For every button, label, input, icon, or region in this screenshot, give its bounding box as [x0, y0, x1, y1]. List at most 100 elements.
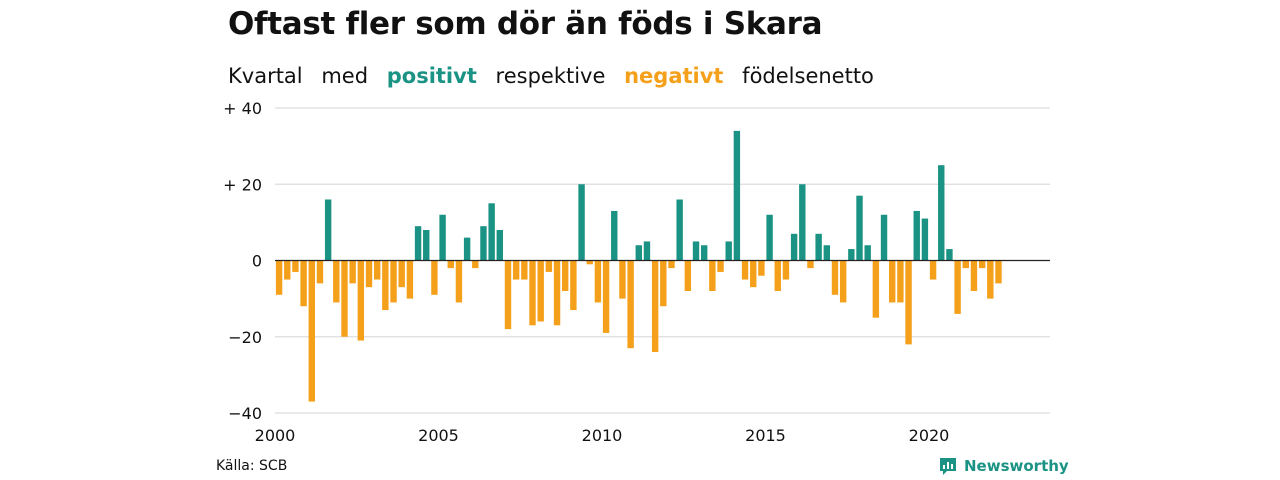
bar — [562, 260, 569, 291]
bar — [848, 249, 855, 261]
bar — [692, 241, 700, 261]
bar — [929, 260, 937, 280]
bar — [709, 260, 716, 291]
bar — [872, 260, 880, 318]
bar — [741, 260, 749, 280]
bar — [349, 260, 356, 284]
bar — [717, 260, 724, 272]
bar — [619, 260, 626, 299]
bar — [970, 260, 978, 291]
bar — [880, 214, 888, 261]
bar — [799, 184, 806, 261]
bar — [455, 260, 463, 303]
subtitle-word: födelsenetto — [742, 64, 874, 88]
bar — [382, 260, 389, 311]
bar — [488, 203, 495, 261]
brand-name: Newsworthy — [964, 457, 1069, 475]
bar — [995, 260, 1002, 284]
bar — [463, 237, 471, 261]
y-tick-label: 0 — [252, 252, 262, 271]
bar — [512, 260, 520, 280]
newsworthy-logo-icon — [940, 458, 956, 475]
bar — [856, 195, 863, 261]
bar — [774, 260, 781, 291]
bar — [373, 260, 381, 280]
bar — [725, 241, 732, 261]
bar — [316, 260, 324, 284]
bar — [978, 260, 986, 269]
bar — [700, 245, 708, 261]
bar — [921, 218, 929, 261]
subtitle-negative-label: negativt — [624, 64, 724, 88]
x-tick-label: 2015 — [745, 426, 786, 445]
bar — [390, 260, 397, 303]
x-tick-label: 2005 — [418, 426, 459, 445]
bar — [545, 260, 553, 272]
bar — [496, 230, 504, 261]
bar — [889, 260, 896, 303]
bar — [292, 260, 299, 272]
bar — [602, 260, 610, 333]
bar — [807, 260, 814, 269]
bar — [284, 260, 291, 280]
bar — [643, 241, 651, 261]
bar — [439, 214, 446, 261]
bar — [938, 165, 945, 261]
bar — [733, 130, 741, 261]
bar — [946, 249, 953, 261]
y-tick-label: + 20 — [223, 175, 262, 194]
bar — [447, 260, 454, 269]
bar — [651, 260, 659, 352]
bar — [839, 260, 847, 303]
bar — [864, 245, 871, 261]
bar — [480, 226, 487, 261]
bar — [905, 260, 912, 345]
bar — [987, 260, 994, 299]
bar — [504, 260, 512, 330]
brand-logo: Newsworthy — [938, 456, 1069, 476]
bar — [472, 260, 479, 269]
bar — [831, 260, 839, 295]
bar — [398, 260, 405, 288]
bar — [521, 260, 528, 280]
bar — [962, 260, 969, 269]
bar — [635, 245, 642, 261]
bar — [308, 260, 315, 402]
bar — [406, 260, 414, 299]
bar — [815, 233, 822, 261]
subtitle-positive-label: positivt — [386, 64, 477, 88]
bar — [660, 260, 667, 307]
y-tick-label: + 40 — [223, 99, 262, 118]
chart-subtitle: Kvartal med positivt respektive negativt… — [228, 64, 886, 88]
bar — [594, 260, 602, 303]
bar — [676, 199, 683, 261]
x-tick-label: 2000 — [255, 426, 296, 445]
bar — [954, 260, 961, 314]
bar — [275, 260, 283, 295]
bar — [668, 260, 675, 269]
bar — [823, 245, 831, 261]
bar — [611, 210, 618, 261]
bar — [578, 184, 585, 261]
bar — [553, 260, 561, 326]
subtitle-word: Kvartal — [228, 64, 303, 88]
bar — [782, 260, 790, 280]
bar — [357, 260, 365, 341]
subtitle-word: respektive — [495, 64, 606, 88]
bar — [431, 260, 438, 295]
chart-title: Oftast fler som dör än föds i Skara — [228, 6, 823, 42]
bar — [586, 260, 593, 265]
bar — [913, 210, 920, 261]
x-tick-label: 2010 — [582, 426, 623, 445]
bar — [365, 260, 373, 288]
bar — [684, 260, 692, 291]
bar — [423, 230, 430, 261]
bar — [758, 260, 765, 276]
bar — [750, 260, 757, 288]
bar — [414, 226, 422, 261]
bar — [341, 260, 348, 337]
bar — [766, 214, 773, 261]
bar — [529, 260, 536, 326]
bar — [333, 260, 340, 303]
